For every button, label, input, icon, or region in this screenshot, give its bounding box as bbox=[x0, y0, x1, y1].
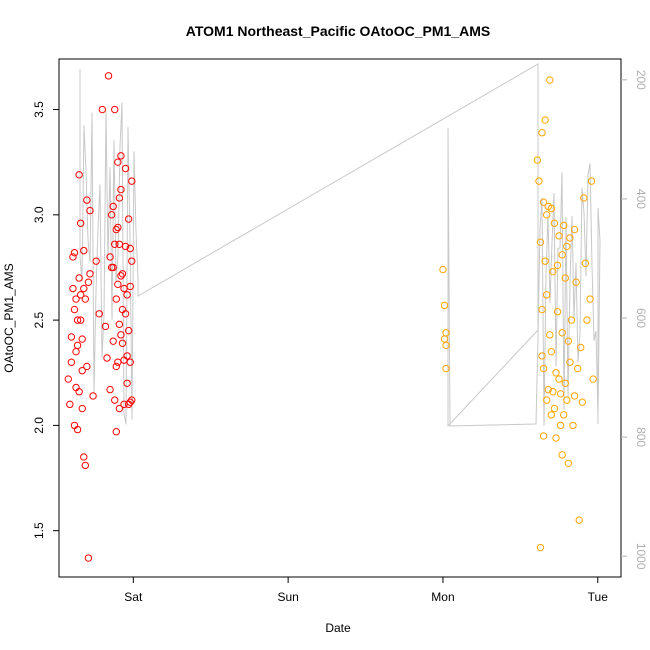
y-axis-label: OAtoOC_PM1_AMS bbox=[2, 263, 16, 372]
y2-tick-label: 400 bbox=[634, 189, 648, 209]
y2-tick-label: 800 bbox=[634, 427, 648, 447]
y-tick-label: 2.0 bbox=[32, 417, 46, 434]
y-tick-label: 1.5 bbox=[32, 522, 46, 539]
y2-tick-label: 600 bbox=[634, 308, 648, 328]
x-axis-label: Date bbox=[325, 621, 351, 635]
y2-tick-label: 200 bbox=[634, 70, 648, 90]
x-tick-label: Tue bbox=[588, 590, 609, 604]
y-tick-label: 3.5 bbox=[32, 101, 46, 118]
y2-tick-label: 1000 bbox=[634, 543, 648, 570]
x-tick-label: Sat bbox=[124, 590, 143, 604]
x-tick-label: Sun bbox=[277, 590, 298, 604]
chart-title: ATOM1 Northeast_Pacific OAtoOC_PM1_AMS bbox=[186, 23, 490, 39]
x-tick-label: Mon bbox=[431, 590, 454, 604]
y-tick-label: 2.5 bbox=[32, 311, 46, 328]
y-tick-label: 3.0 bbox=[32, 206, 46, 223]
